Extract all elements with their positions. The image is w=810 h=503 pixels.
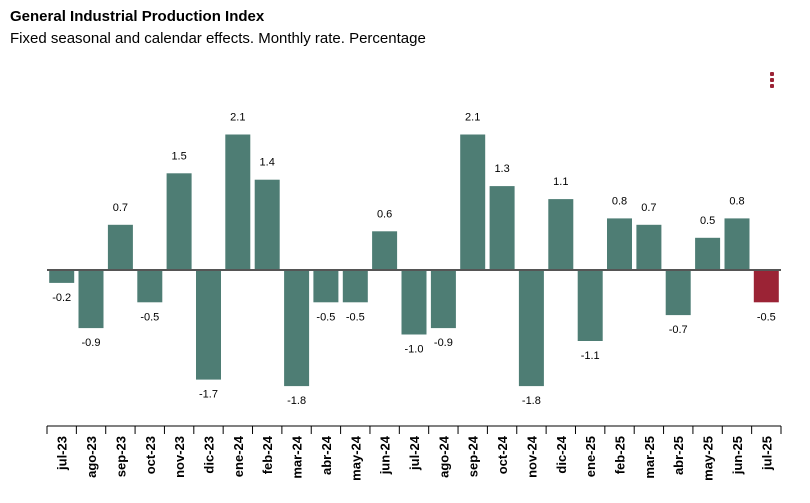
bar-ene-24[interactable] [225, 134, 251, 271]
x-tick-label-ene-24: ene-24 [231, 435, 246, 477]
bar-mar-24[interactable] [284, 270, 310, 387]
value-label-nov-24: -1.8 [522, 395, 541, 407]
value-label-abr-24: -0.5 [316, 311, 335, 323]
x-tick-label-sep-23: sep-23 [113, 436, 128, 477]
value-label-mar-24: -1.8 [287, 395, 306, 407]
value-label-may-25: 0.5 [700, 215, 715, 227]
bar-ene-25[interactable] [577, 270, 603, 341]
bar-jul-25[interactable] [753, 270, 779, 303]
value-label-feb-25: 0.8 [612, 195, 627, 207]
bar-oct-24[interactable] [489, 186, 515, 270]
value-label-dic-24: 1.1 [553, 176, 568, 188]
bar-ago-24[interactable] [430, 270, 456, 329]
bar-sep-23[interactable] [107, 224, 133, 270]
bar-dic-24[interactable] [548, 199, 574, 271]
value-label-jul-25: -0.5 [757, 311, 776, 323]
x-tick-label-jun-24: jun-24 [378, 435, 393, 475]
value-labels-group: -0.2 -0.9 0.7 -0.5 1.5 -1.7 2.1 1.4 -1.8 -0.5 -0.5… [52, 112, 776, 408]
value-label-nov-23: 1.5 [171, 150, 186, 162]
x-tick-label-may-25: may-25 [701, 436, 716, 481]
bar-jun-25[interactable] [724, 218, 750, 270]
value-label-jul-23: -0.2 [52, 292, 71, 304]
value-label-sep-24: 2.1 [465, 112, 480, 124]
bar-oct-23[interactable] [137, 270, 163, 303]
bar-abr-24[interactable] [313, 270, 339, 303]
bar-jul-24[interactable] [401, 270, 427, 335]
bars-group [49, 134, 779, 387]
value-label-mar-25: 0.7 [641, 202, 656, 214]
bar-abr-25[interactable] [665, 270, 691, 316]
x-tick-label-oct-23: oct-23 [143, 436, 158, 474]
value-label-sep-23: 0.7 [113, 202, 128, 214]
x-tick-label-jun-25: jun-25 [730, 436, 745, 475]
chart-subtitle: Fixed seasonal and calendar effects. Mon… [10, 30, 426, 47]
bar-sep-24[interactable] [460, 134, 486, 271]
x-tick-label-dic-23: dic-23 [202, 436, 217, 474]
x-tick-label-abr-25: abr-25 [671, 436, 686, 475]
bar-dic-23[interactable] [196, 270, 221, 380]
bar-may-25[interactable] [695, 237, 721, 271]
value-label-abr-25: -0.7 [669, 324, 688, 336]
x-tick-label-jul-24: jul-24 [407, 435, 422, 471]
x-tick-label-ago-23: ago-23 [84, 436, 99, 478]
bar-may-24[interactable] [342, 270, 368, 303]
x-tick-label-nov-24: nov-24 [524, 435, 539, 478]
x-tick-label-feb-25: feb-25 [613, 436, 628, 474]
value-label-may-24: -0.5 [346, 311, 365, 323]
value-label-ago-24: -0.9 [434, 337, 453, 349]
chart-title: General Industrial Production Index [10, 8, 265, 25]
bar-jul-23[interactable] [49, 270, 75, 283]
bar-feb-24[interactable] [254, 179, 280, 270]
value-label-oct-24: 1.3 [494, 163, 509, 175]
x-tick-label-ago-24: ago-24 [436, 435, 451, 478]
x-tick-label-jul-23: jul-23 [55, 436, 70, 471]
x-tick-label-mar-25: mar-25 [642, 436, 657, 479]
x-tick-label-nov-23: nov-23 [172, 436, 187, 478]
bar-ago-23[interactable] [78, 270, 104, 329]
x-axis: jul-23 ago-23 sep-23 oct-23 nov-23 dic-23 ene-… [46, 425, 782, 481]
x-tick-label-dic-24: dic-24 [554, 435, 569, 473]
bar-nov-23[interactable] [166, 173, 192, 271]
x-tick-label-mar-24: mar-24 [290, 435, 305, 478]
x-tick-label-feb-24: feb-24 [260, 435, 275, 474]
x-tick-label-jul-25: jul-25 [759, 436, 774, 471]
value-label-jul-24: -1.0 [405, 344, 424, 356]
value-label-feb-24: 1.4 [260, 157, 275, 169]
value-label-dic-23: -1.7 [199, 389, 218, 401]
vertical-dots-menu-icon[interactable] [768, 72, 776, 92]
value-label-ene-24: 2.1 [230, 112, 245, 124]
bar-jun-24[interactable] [372, 231, 398, 270]
value-label-oct-23: -0.5 [140, 311, 159, 323]
bar-nov-24[interactable] [518, 270, 544, 387]
value-label-jun-25: 0.8 [729, 195, 744, 207]
bar-mar-25[interactable] [636, 224, 662, 270]
x-tick-label-abr-24: abr-24 [319, 435, 334, 475]
x-tick-label-ene-25: ene-25 [583, 436, 598, 477]
bar-feb-25[interactable] [607, 218, 632, 270]
value-label-ene-25: -1.1 [581, 350, 600, 362]
x-tick-label-may-24: may-24 [348, 435, 363, 481]
x-tick-label-sep-24: sep-24 [466, 435, 481, 477]
value-label-jun-24: 0.6 [377, 208, 392, 220]
x-tick-label-oct-24: oct-24 [495, 435, 510, 474]
value-label-ago-23: -0.9 [82, 337, 101, 349]
